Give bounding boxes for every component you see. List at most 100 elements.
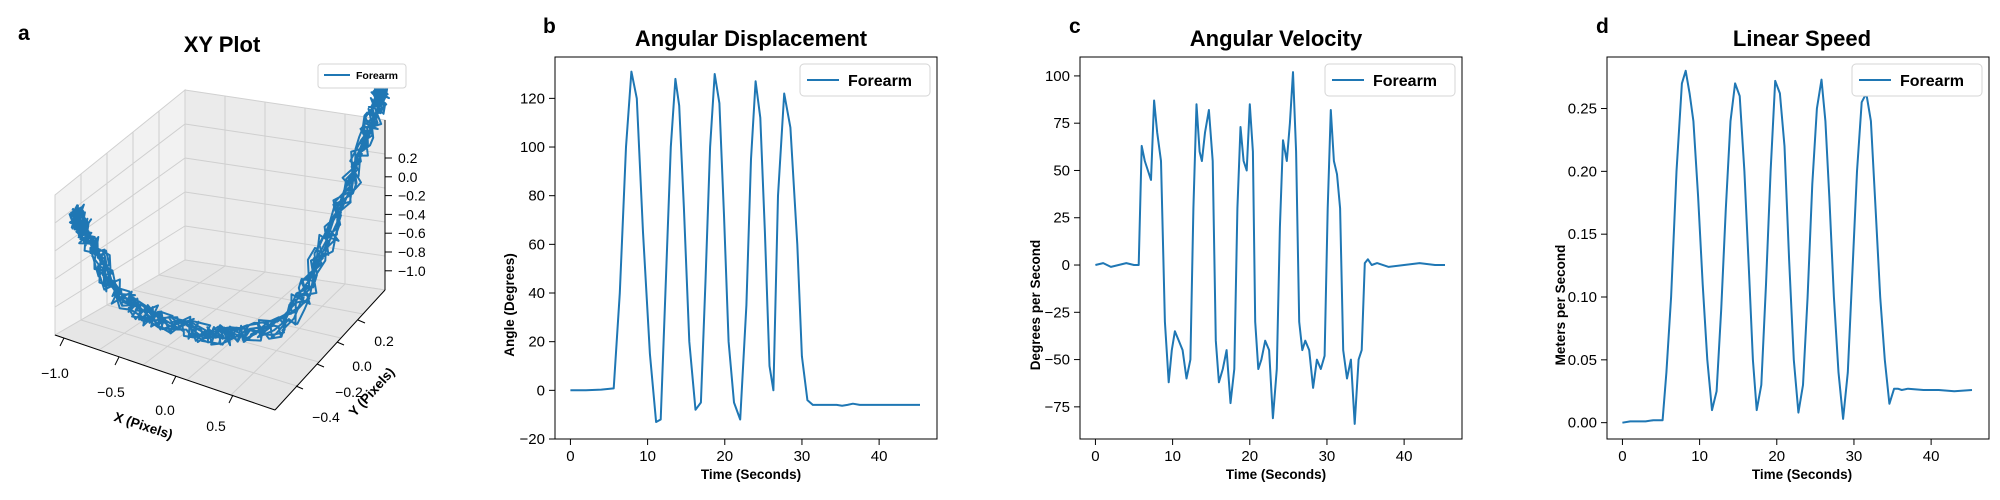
x-tick-label: 0 [1091, 448, 1099, 465]
y-tick-label: −0.2 [335, 384, 363, 400]
y-tick-label: 25 [1053, 210, 1070, 227]
y-tick-label: 0.2 [374, 333, 394, 349]
panel-letter-b: b [543, 15, 556, 38]
plot-frame [1606, 56, 1990, 440]
z-tick-label: −0.6 [398, 225, 426, 241]
x-tick-label: 40 [1396, 448, 1413, 465]
x-tick-mark [114, 356, 120, 366]
y-tick-mark [295, 385, 304, 390]
z-tick-label: 0.0 [398, 169, 418, 185]
gridline [142, 271, 266, 366]
y-tick-label: 80 [528, 188, 545, 205]
y-axis-label: Meters per Second [1553, 245, 1568, 366]
legend-a: Forearm [317, 63, 407, 89]
y-ticks: −0.4 −0.2 0.0 0.2 [295, 319, 394, 425]
chart-title-d: Linear Speed [1733, 26, 1871, 51]
legend-box [799, 63, 931, 97]
y-tick-label: −50 [1045, 352, 1070, 369]
x-tick-mark [171, 375, 177, 385]
y-axis-line [274, 289, 386, 411]
x-tick-label: 30 [1846, 448, 1863, 465]
x-ticks: −1.0 −0.5 0.0 0.5 [41, 337, 234, 434]
x-tick-label: 20 [1241, 448, 1258, 465]
y-tick-label: 60 [528, 236, 545, 253]
gridline [184, 123, 386, 155]
forearm-series-line [1622, 69, 1973, 424]
panel-letter-c: c [1069, 15, 1081, 38]
y-tick-mark [357, 319, 366, 324]
x-tick-label: 10 [1691, 448, 1708, 465]
3d-gridlines [54, 96, 386, 396]
panel-c-angular-velocity: c Angular Velocity Degrees per Second Ti… [1028, 15, 1463, 482]
x-tick-label: −0.5 [97, 384, 125, 400]
z-tick-label: −1.0 [398, 263, 426, 279]
forearm-series-line [570, 70, 920, 423]
legend-label: Forearm [1900, 73, 1964, 90]
legend-box [1851, 63, 1983, 97]
x-tick-label: 0 [566, 448, 574, 465]
y-tick-mark [316, 363, 325, 368]
legend-c: Forearm [1324, 63, 1456, 97]
y-tick-label: 0.00 [1568, 415, 1597, 432]
gridline [54, 225, 186, 308]
x-tick-label: −1.0 [41, 365, 69, 381]
y-tick-label: 0.0 [352, 358, 372, 374]
x-tick-label: 0.0 [155, 402, 175, 418]
panel-d-linear-speed: d Linear Speed Meters per Second Time (S… [1553, 15, 1990, 482]
y-tick-label: −0.4 [312, 409, 340, 425]
y-tick-label: 0 [1062, 257, 1070, 274]
chart-title-a: XY Plot [184, 32, 261, 57]
legend-label: Forearm [356, 70, 398, 82]
x-tick-label: 20 [716, 448, 733, 465]
legend-label: Forearm [1373, 73, 1437, 90]
x-tick-label: 40 [1923, 448, 1940, 465]
gridline [54, 191, 186, 280]
y-tick-label: −25 [1045, 304, 1070, 321]
legend-box [317, 63, 407, 89]
legend-box [1324, 63, 1456, 97]
x-tick-label: 10 [639, 448, 656, 465]
y-tick-label: 0 [537, 382, 545, 399]
x-axis-label: Time (Seconds) [1226, 467, 1326, 482]
panel-b-angular-displacement: b Angular Displacement Angle (Degrees) T… [502, 15, 938, 482]
z-tick-label: −0.2 [398, 188, 426, 204]
chart-title-b: Angular Displacement [635, 26, 868, 51]
gridline [158, 274, 364, 315]
x-tick-label: 0.5 [206, 418, 226, 434]
forearm-series-line [1095, 71, 1445, 425]
y-tick-label: 120 [520, 90, 545, 107]
y-tick-label: 75 [1053, 115, 1070, 132]
x-tick-label: 0 [1618, 448, 1626, 465]
legend-label: Forearm [848, 73, 912, 90]
legend-d: Forearm [1851, 63, 1983, 97]
panel-a-xy-plot: a XY Plot −1.0 −0.5 0.0 0.5 X (Pixels) [18, 22, 426, 442]
z-tick-label: −0.4 [398, 206, 426, 222]
plot-frame [1079, 56, 1463, 440]
y-tick-label: 50 [1053, 162, 1070, 179]
y-tick-label: 0.20 [1568, 163, 1597, 180]
gridline [184, 225, 386, 257]
z-tick-label: −0.8 [398, 244, 426, 260]
y-tick-label: 0.10 [1568, 289, 1597, 306]
gridline [184, 191, 386, 223]
x-axis-label: Time (Seconds) [701, 467, 801, 482]
x-tick-label: 10 [1164, 448, 1181, 465]
gridline [98, 265, 226, 351]
forearm-trajectory-line [68, 75, 392, 347]
plot-frame [554, 56, 938, 440]
gridline [54, 157, 186, 252]
y-tick-label: 20 [528, 334, 545, 351]
x-axis-line [54, 334, 276, 411]
panel-letter-d: d [1596, 15, 1609, 38]
legend-b: Forearm [799, 63, 931, 97]
y-tick-label: 0.15 [1568, 226, 1597, 243]
y-tick-label: −20 [520, 431, 545, 448]
y-axis-label: Degrees per Second [1028, 240, 1043, 371]
x-tick-label: 30 [1319, 448, 1336, 465]
z-tick-label: 0.2 [398, 150, 418, 166]
y-axis-label: Angle (Degrees) [502, 253, 517, 357]
chart-title-c: Angular Velocity [1190, 26, 1363, 51]
y-tick-label: −75 [1045, 399, 1070, 416]
y-tick-label: 40 [528, 285, 545, 302]
y-tick-label: 0.25 [1568, 101, 1597, 118]
